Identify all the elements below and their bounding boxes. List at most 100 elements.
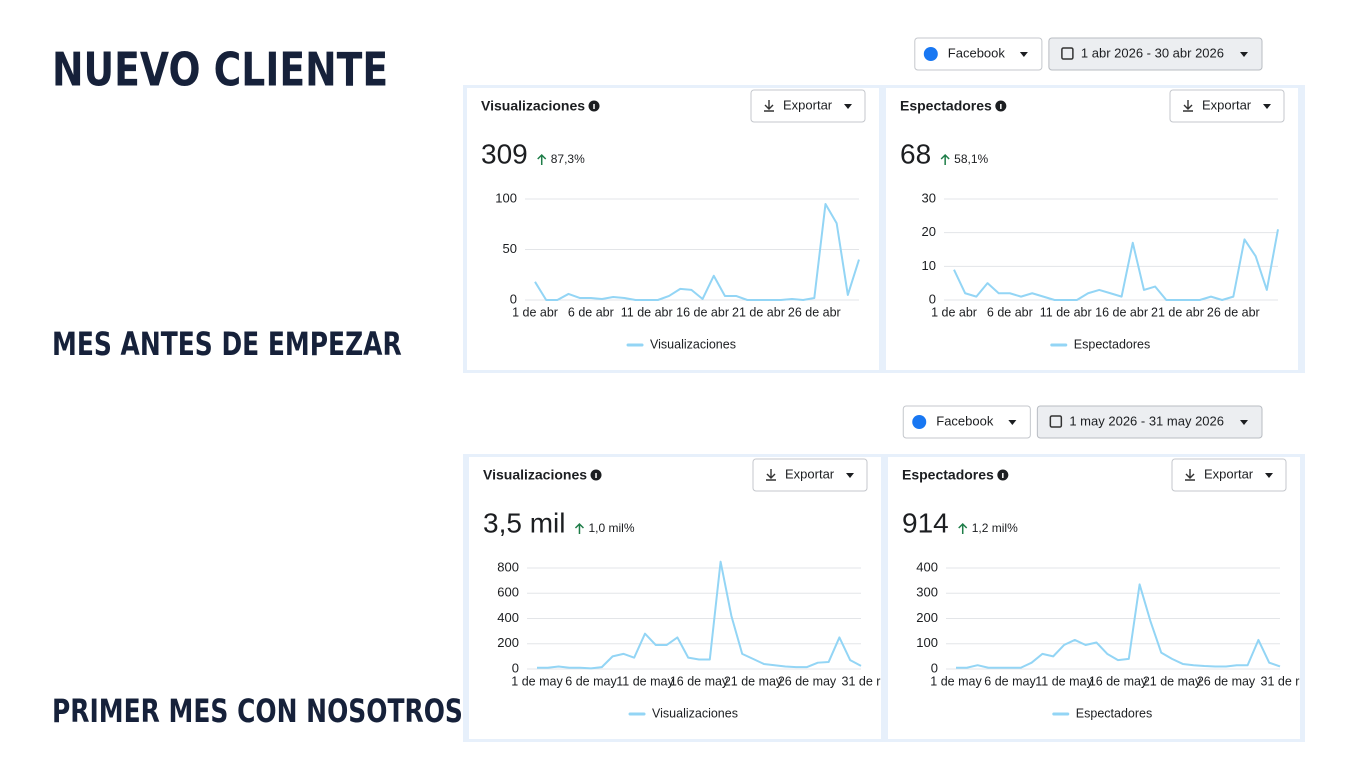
x-tick-label: 26 de abr (1207, 305, 1260, 319)
caret-icon (1240, 52, 1248, 57)
total: 68 (900, 138, 931, 169)
up-arrow (537, 153, 547, 165)
export-button[interactable] (752, 458, 868, 492)
toolbar: 1 abr 2026 - 30 abr 2026 Facebook (914, 37, 1263, 71)
change: 87,3% (551, 152, 585, 166)
x-tick-label: 21 de may (1143, 674, 1202, 688)
total: 914 (902, 507, 949, 538)
x-tick-label: 11 de may (616, 674, 674, 688)
up-arrow (958, 522, 968, 534)
x-tick-label: 26 de may (1197, 674, 1256, 688)
x-tick-label: 11 de abr (621, 305, 673, 319)
facebook-icon (912, 415, 927, 429)
export-label: Exportar (1204, 466, 1254, 481)
legend-label: Visualizaciones (652, 706, 738, 720)
x-tick-label: 21 de abr (1151, 305, 1204, 319)
card: Espectadores Exportar 914 1,2 mil% 0 100 200 30… (888, 457, 1300, 739)
y-tick-label: 300 (916, 585, 938, 600)
x-tick-label: 26 de abr (788, 305, 841, 319)
date-range: 1 abr 2026 - 30 abr 2026 (1081, 45, 1224, 60)
change: 58,1% (954, 152, 988, 166)
toolbar: 1 may 2026 - 31 may 2026 Facebook (902, 405, 1263, 439)
x-tick-label: 21 de may (724, 674, 783, 688)
x-tick-label: 16 de abr (676, 305, 729, 319)
date-button[interactable] (1048, 37, 1263, 71)
y-tick-label: 0 (512, 660, 519, 675)
y-tick-label: 20 (922, 224, 936, 239)
x-tick-label: 16 de may (1089, 674, 1148, 688)
export-button[interactable] (750, 89, 866, 123)
up-arrow (940, 153, 950, 165)
legend-label: Visualizaciones (650, 337, 736, 351)
x-tick-label: 6 de may (984, 674, 1036, 688)
x-tick-label: 16 de may (670, 674, 729, 688)
card-title: Espectadores (900, 98, 992, 114)
export-label: Exportar (783, 97, 833, 112)
y-tick-label: 0 (510, 291, 517, 306)
calendar-icon (1049, 415, 1063, 428)
caret-icon (1265, 473, 1273, 478)
x-tick-label: 1 de may (930, 674, 982, 688)
date-range: 1 may 2026 - 31 may 2026 (1069, 413, 1224, 428)
x-tick-label: 1 de abr (512, 305, 558, 319)
legend-label: Espectadores (1074, 337, 1150, 351)
caret-icon (1240, 420, 1248, 425)
caret-icon (844, 104, 852, 109)
x-tick-label: 16 de abr (1095, 305, 1148, 319)
export-label: Exportar (1202, 97, 1252, 112)
y-tick-label: 200 (916, 610, 938, 625)
card-bg (886, 88, 1298, 370)
total: 3,5 mil (483, 507, 565, 538)
x-tick-label: 31 de r (1261, 674, 1300, 688)
up-arrow (574, 522, 584, 534)
card-title: Visualizaciones (481, 98, 585, 114)
export-button[interactable] (1171, 458, 1287, 492)
change: 1,0 mil% (588, 521, 634, 535)
caret-icon (1263, 104, 1271, 109)
caret-icon (1008, 420, 1017, 425)
x-tick-label: 6 de abr (987, 305, 1033, 319)
card-bg (467, 88, 879, 370)
facebook-icon (923, 47, 938, 61)
section-label: PRIMER MES CON NOSOTROS (52, 692, 463, 730)
platform: Facebook (948, 45, 1006, 60)
y-tick-label: 800 (497, 559, 519, 574)
series-line (953, 229, 1279, 301)
card-bg (888, 457, 1300, 739)
platform: Facebook (936, 413, 994, 428)
x-tick-label: 31 de r (842, 674, 881, 688)
section-label: MES ANTES DE EMPEZAR (52, 325, 402, 363)
y-tick-label: 400 (497, 610, 519, 625)
x-tick-label: 1 de abr (931, 305, 977, 319)
heading: NUEVO CLIENTE (52, 43, 388, 97)
y-tick-label: 50 (503, 241, 517, 256)
series-line (537, 560, 862, 670)
y-tick-label: 100 (495, 190, 517, 205)
caret-icon (846, 473, 854, 478)
y-tick-label: 30 (922, 190, 936, 205)
y-tick-label: 100 (916, 635, 938, 650)
caret-icon (1019, 52, 1028, 57)
legend-label: Espectadores (1076, 706, 1152, 720)
y-tick-label: 0 (931, 660, 938, 675)
y-tick-label: 200 (497, 635, 519, 650)
date-button[interactable] (1036, 405, 1263, 439)
platform-button[interactable] (902, 405, 1031, 439)
x-tick-label: 11 de may (1035, 674, 1093, 688)
y-tick-label: 0 (929, 291, 936, 306)
export-button[interactable] (1169, 89, 1285, 123)
download-icon (766, 469, 776, 481)
card: Visualizaciones Exportar 309 87,3% 0 50 100 1 d… (467, 88, 879, 370)
change: 1,2 mil% (972, 521, 1018, 535)
platform-button[interactable] (914, 37, 1043, 71)
x-tick-label: 26 de may (778, 674, 837, 688)
total: 309 (481, 138, 528, 169)
card-bg (469, 457, 881, 739)
download-icon (764, 100, 774, 112)
card: Visualizaciones Exportar 3,5 mil 1,0 mil% 0 2… (469, 457, 881, 739)
y-tick-label: 600 (497, 585, 519, 600)
x-tick-label: 6 de may (565, 674, 617, 688)
series-line (956, 583, 1281, 669)
x-tick-label: 21 de abr (732, 305, 785, 319)
